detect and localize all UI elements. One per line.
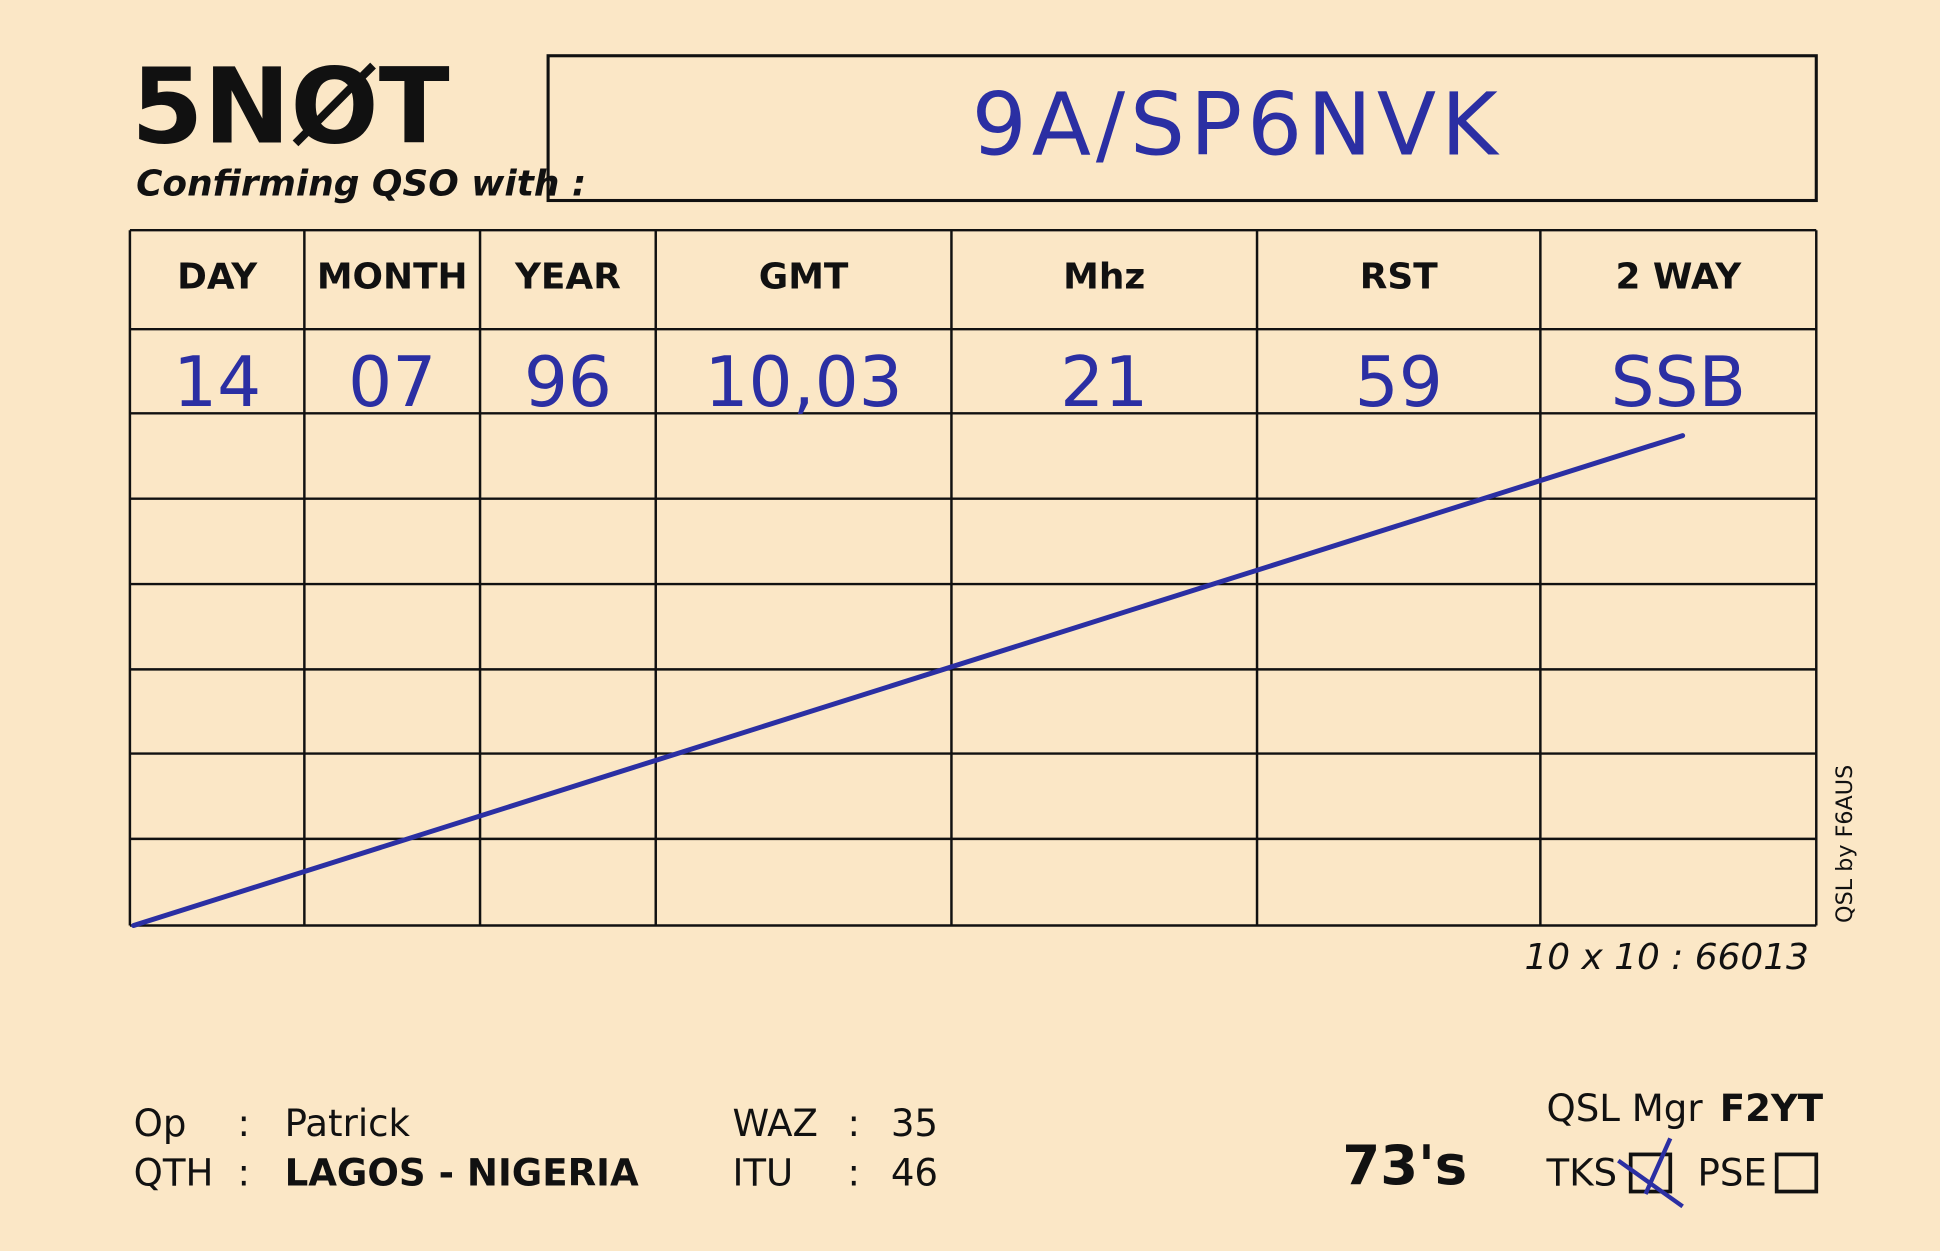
column-header: YEAR [514, 256, 621, 297]
column-header: MONTH [317, 256, 468, 297]
locator: 10 x 10 : 66013 [1524, 937, 1808, 978]
column-header: Mhz [1063, 256, 1145, 297]
itu-value: 46 [891, 1151, 938, 1194]
itu-label: ITU [732, 1151, 793, 1194]
pse-checkbox [1774, 1152, 1819, 1194]
log-entry: 07 [348, 343, 436, 423]
log-entry: 10,03 [704, 343, 902, 423]
log-entry: 21 [1060, 343, 1148, 423]
tks-checkbox [1628, 1152, 1673, 1194]
itu-separator: : [848, 1151, 861, 1194]
column-header: RST [1360, 256, 1438, 297]
greeting: 73's [1342, 1133, 1467, 1197]
column-header: GMT [759, 256, 849, 297]
op-value: Patrick [285, 1102, 411, 1145]
log-entry: 96 [524, 343, 612, 423]
station-box [546, 54, 1818, 203]
qsl-mgr-value: F2YT [1720, 1087, 1824, 1130]
op-label: Op [134, 1102, 187, 1145]
qth-separator: : [238, 1151, 251, 1194]
strike-line [131, 433, 1686, 929]
side-note: QSL by F6AUS [1832, 765, 1858, 923]
log-table: DAY MONTH YEAR GMT Mhz RST 2 WAY 14 07 96 10,03 21 5… [128, 228, 1818, 927]
qsl-mgr-label: QSL Mgr [1547, 1087, 1704, 1130]
column-header: DAY [177, 256, 258, 297]
tks-label: TKS [1546, 1151, 1618, 1194]
qth-value: LAGOS - NIGERIA [285, 1151, 639, 1194]
waz-label: WAZ [732, 1102, 817, 1145]
callsign: 5NØT [131, 46, 450, 167]
qth-label: QTH [134, 1151, 214, 1194]
worked-station: 9A/SP6NVK [972, 76, 1503, 176]
pse-label: PSE [1698, 1151, 1767, 1194]
tks-check [1617, 1137, 1684, 1209]
waz-value: 35 [891, 1102, 938, 1145]
subtitle: Confirming QSO with : [136, 164, 586, 205]
op-separator: : [238, 1102, 251, 1145]
log-entry: 59 [1355, 343, 1443, 423]
log-entry: 14 [173, 343, 261, 423]
column-header: 2 WAY [1615, 256, 1742, 297]
waz-separator: : [848, 1102, 861, 1145]
log-entry: SSB [1611, 343, 1746, 423]
